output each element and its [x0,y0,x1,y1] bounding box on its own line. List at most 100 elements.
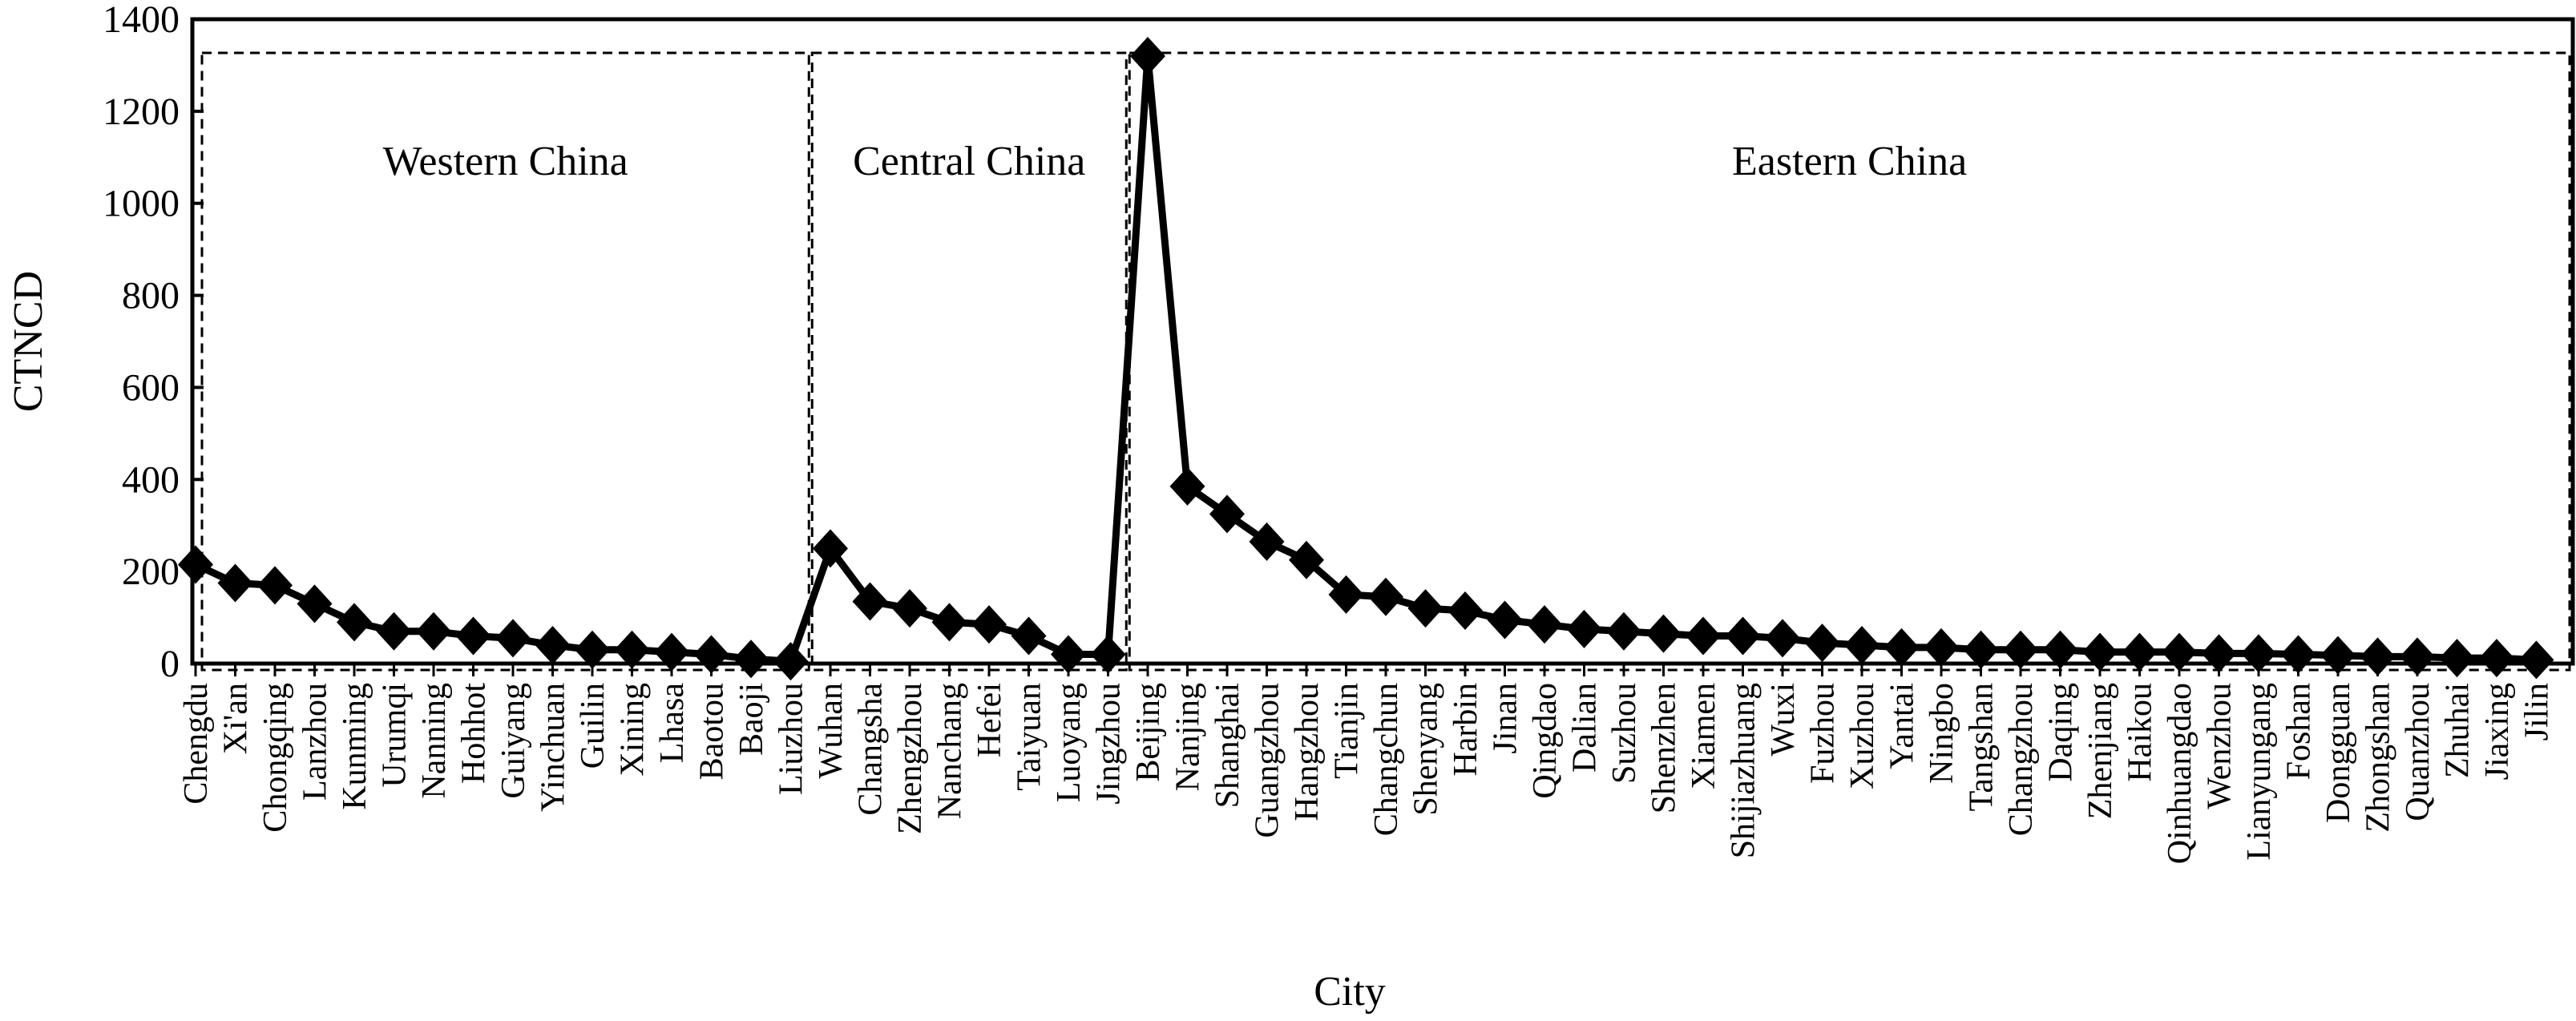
data-point-marker [1169,466,1205,506]
data-point-marker [1686,616,1721,656]
y-tick-label: 200 [122,551,180,593]
data-point-marker [2400,637,2435,676]
x-tick-label: Tianjin [1329,683,1366,779]
x-tick-label: Zhenjiang [2082,683,2119,819]
region-box [200,51,810,672]
data-point-marker [654,632,689,672]
data-point-marker [2320,636,2356,675]
data-point-marker [2082,632,2118,672]
x-tick-label: Guiyang [495,683,532,799]
region-labels: Western China Central China Eastern China [382,139,1967,184]
data-point-marker [495,619,531,658]
x-tick-label: Lhasa [654,683,691,764]
x-tick-label: Beijing [1130,683,1167,782]
data-point-marker [773,642,809,681]
data-point-marker [1765,619,1800,658]
data-point-marker [1725,616,1761,656]
x-tick-label: Xiamen [1686,683,1722,789]
x-tick-label: Daqing [2043,683,2080,782]
x-tick-label: Taiyuan [1011,683,1048,791]
x-tick-label: Shenzhen [1646,683,1683,813]
data-point-marker [1368,577,1403,616]
x-tick-label: Shenyang [1408,683,1445,816]
data-point-marker [2479,639,2514,678]
data-point-marker [1844,626,1880,665]
x-tick-label: Dalian [1567,683,1604,773]
x-tick-label: Dongguan [2320,683,2357,823]
x-tick-label: Fuzhou [1805,683,1842,784]
x-tick-label: Lianyungang [2241,683,2278,861]
axes [190,17,2575,666]
x-tick-label: Jiaxing [2479,683,2516,780]
data-point-marker [376,611,412,651]
x-tick-label: Yinchuan [535,683,572,812]
data-point-marker [217,563,253,603]
y-axis-ticks: 0 200 400 600 800 1000 1200 1400 [103,0,204,685]
x-tick-label: Qinhuangdao [2162,683,2198,864]
data-point-marker [2042,630,2078,669]
x-tick-label: Guilin [575,683,612,769]
data-point-marker [1963,630,1999,669]
x-tick-label: Hangzhou [1289,683,1326,821]
y-tick-label: 1000 [103,183,180,225]
x-tick-label: Zhuhai [2440,683,2477,778]
data-point-marker [813,529,848,568]
y-tick-label: 1200 [103,91,180,133]
data-point-marker [1130,36,1165,75]
data-point-marker [257,566,293,605]
x-tick-label: Tangshan [1964,683,2001,811]
data-point-marker [2241,634,2276,673]
x-axis-ticks: Chengdu Xi'an Chongqing Lanzhou Kunming Urumq… [178,664,2556,864]
x-tick-label: Xining [615,683,652,777]
x-tick-label: Xuzhou [1844,683,1881,789]
data-point-marker [1209,494,1245,534]
plot-frame [190,17,2575,666]
y-tick-label: 400 [122,458,180,501]
data-point-marker [455,616,491,656]
data-point-marker [1447,591,1483,630]
x-tick-label: Suzhou [1606,683,1643,784]
data-point-marker [2518,640,2554,680]
x-tick-label: Zhengzhou [892,683,929,834]
data-point-marker [1487,600,1523,640]
x-tick-label: Shanghai [1209,683,1246,808]
x-tick-label: Xi'an [218,683,255,754]
data-point-marker [1011,616,1047,656]
data-point-marker [971,605,1007,644]
x-tick-label: Guangzhou [1250,683,1286,838]
data-point-marker [1645,614,1682,653]
data-point-marker [1328,575,1364,614]
x-tick-label: Harbin [1447,683,1484,777]
x-tick-label: Nanjing [1170,683,1207,791]
x-tick-label: Wenzhou [2202,683,2239,809]
data-point-marker [852,582,888,621]
x-tick-label: Chengdu [178,683,215,805]
data-point-marker [2439,639,2475,678]
x-tick-label: Nanchang [932,683,969,819]
data-point-marker [1289,540,1324,579]
data-point-marker [1249,522,1285,561]
data-point-marker [733,640,769,679]
x-tick-label: Yantai [1884,683,1921,769]
data-point-marker [1924,628,1959,667]
data-point-marker [337,603,372,642]
data-point-marker [1051,635,1086,674]
x-tick-label: Ningbo [1924,683,1960,784]
data-point-marker [614,630,650,669]
data-point-marker [2162,632,2197,672]
data-point-marker [575,630,610,669]
data-point-marker [1566,609,1602,648]
data-point-marker [297,584,333,623]
x-tick-label: Nanning [416,683,453,799]
x-tick-label: Kunming [337,683,373,810]
data-point-marker [931,603,967,642]
y-tick-label: 800 [122,275,180,317]
x-axis-title: City [1314,969,1386,1015]
data-point-marker [2360,637,2396,676]
x-tick-label: Urumqi [377,683,414,788]
data-point-marker [892,589,927,628]
x-tick-label: Lanzhou [297,683,334,801]
data-point-marker [2201,634,2237,673]
x-tick-label: Baotou [694,683,731,780]
x-tick-label: Changsha [853,683,890,816]
